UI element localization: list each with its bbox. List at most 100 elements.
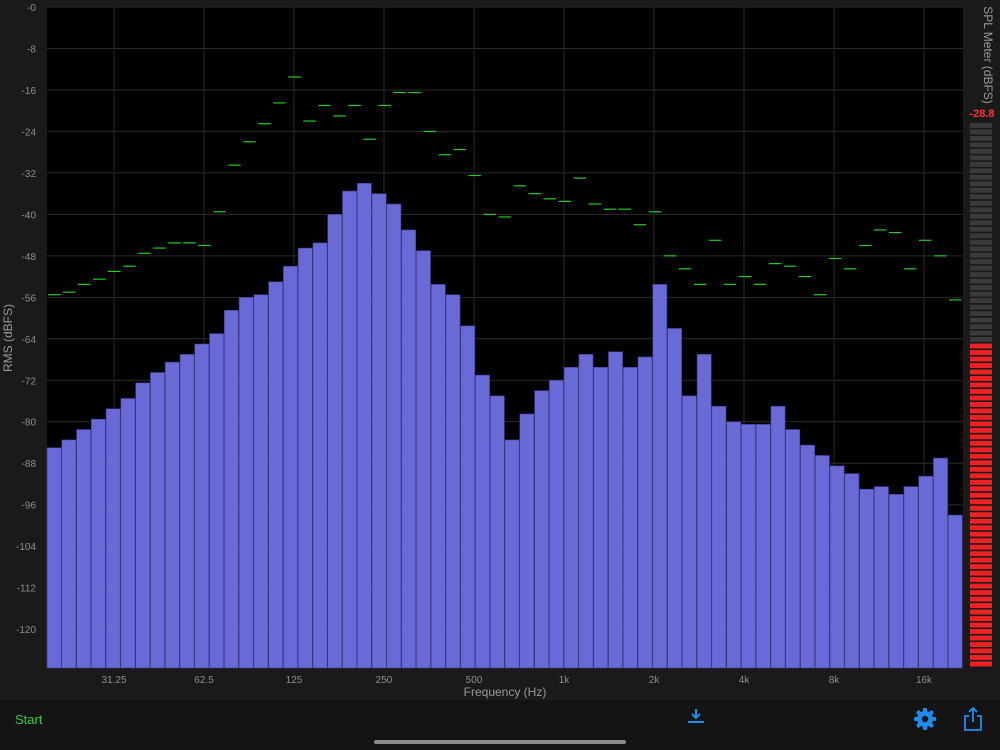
rms-bar xyxy=(652,284,668,669)
y-tick-label: -8 xyxy=(27,44,36,55)
spectrum-chart: -0 -8 -16 -24 -32 -40 -48 -56 -64 -72 -80 -88 -96 -10… xyxy=(1,3,995,699)
spl-meter-segment xyxy=(970,200,992,206)
rms-bar xyxy=(519,413,535,669)
rms-bar xyxy=(327,214,343,669)
rms-bar xyxy=(430,284,446,669)
y-tick-label: -96 xyxy=(22,501,37,512)
rms-bar xyxy=(283,265,298,669)
rms-bar xyxy=(460,325,476,669)
rms-bar xyxy=(874,486,889,669)
start-button[interactable]: Start xyxy=(15,712,43,727)
spl-meter-segment xyxy=(970,356,992,362)
spl-meter-segment xyxy=(970,414,992,420)
spl-meter-segment xyxy=(970,408,992,414)
rms-bar xyxy=(800,444,815,669)
spl-meter-segment xyxy=(970,194,992,200)
rms-bar xyxy=(194,343,210,669)
rms-bar xyxy=(637,356,653,669)
spl-meter-segment xyxy=(970,590,992,596)
spl-meter-segment xyxy=(970,239,992,245)
y-tick-label: -40 xyxy=(22,210,37,221)
spl-meter-segment xyxy=(970,479,992,485)
spl-meter-segment xyxy=(970,142,992,148)
spl-meter-segment xyxy=(970,655,992,660)
settings-button[interactable] xyxy=(912,706,938,732)
spl-meter: SPL Meter (dBFS) -28.8 xyxy=(969,6,995,667)
spl-meter-segment xyxy=(970,330,992,336)
y-tick-label: -24 xyxy=(22,127,37,138)
share-button[interactable] xyxy=(962,706,984,732)
rms-bar xyxy=(622,367,638,669)
rms-bar xyxy=(342,190,357,669)
x-tick-label: 62.5 xyxy=(194,675,214,686)
rms-bar xyxy=(859,488,875,669)
spl-meter-segment xyxy=(970,401,992,407)
spl-meter-segment xyxy=(970,291,992,297)
rms-bar xyxy=(578,354,594,669)
spl-meter-segment xyxy=(970,616,992,621)
spl-meter-segment xyxy=(970,421,992,427)
spl-meter-segment xyxy=(970,181,992,187)
rms-bar xyxy=(563,367,579,669)
rms-bar xyxy=(46,447,62,669)
spl-meter-segment xyxy=(970,389,992,394)
spl-meter-segment xyxy=(970,648,992,654)
x-tick-label: 4k xyxy=(739,675,751,686)
rms-bar xyxy=(844,473,860,669)
spl-meter-segment xyxy=(970,466,992,472)
rms-bar xyxy=(401,229,417,669)
rms-bar xyxy=(903,486,919,669)
spl-meter-segment xyxy=(970,363,992,368)
spl-meter-segment xyxy=(970,317,992,323)
spl-meter-segment xyxy=(970,246,992,252)
spl-meter-segment xyxy=(970,285,992,291)
spl-meter-segment xyxy=(970,492,992,498)
spl-meter-segment xyxy=(970,259,992,265)
spl-meter-segment xyxy=(970,168,992,174)
rms-bar xyxy=(918,475,934,669)
home-indicator xyxy=(374,740,626,744)
y-tick-label: -104 xyxy=(16,542,36,553)
y-tick-label: -120 xyxy=(16,625,36,636)
y-tick-label: -64 xyxy=(22,335,37,346)
spl-meter-segment xyxy=(970,453,992,459)
rms-bar xyxy=(814,455,830,669)
rms-bar xyxy=(209,333,224,669)
rms-bar xyxy=(386,203,402,669)
x-tick-label: 8k xyxy=(829,675,841,686)
spl-meter-segment xyxy=(970,161,992,167)
y-tick-label: -112 xyxy=(17,584,37,595)
spl-meter-segment xyxy=(970,635,992,641)
x-axis-ticks: 31.25 62.5 125 250 500 1k 2k 4k 8k 16k xyxy=(101,675,933,686)
rms-bar xyxy=(489,395,505,669)
y-tick-label: -32 xyxy=(22,169,37,180)
x-tick-label: 250 xyxy=(376,675,393,686)
rms-bar xyxy=(268,281,284,669)
download-button[interactable] xyxy=(686,706,706,726)
rms-bar xyxy=(947,514,963,669)
rms-bar xyxy=(667,328,682,669)
y-axis-ticks: -0 -8 -16 -24 -32 -40 -48 -56 -64 -72 -80 -88 -96 -10… xyxy=(16,3,36,636)
spl-meter-segment xyxy=(970,343,992,349)
spl-meter-segment xyxy=(970,220,992,226)
spl-meter-segment xyxy=(970,395,992,401)
spl-meter-segment xyxy=(970,518,992,524)
rms-bar xyxy=(534,390,550,669)
x-tick-label: 16k xyxy=(916,675,933,686)
spl-meter-segment xyxy=(970,272,992,278)
spl-meter-segment xyxy=(970,551,992,557)
y-axis-title: RMS (dBFS) xyxy=(1,304,15,372)
spl-meter-segment xyxy=(970,155,992,161)
spl-meter-segment xyxy=(970,311,992,317)
rms-bar xyxy=(549,379,564,669)
spl-meter-segments xyxy=(970,123,992,667)
spl-meter-segment xyxy=(970,629,992,634)
spl-meter-segment xyxy=(970,570,992,576)
spl-meter-segment xyxy=(970,369,992,375)
spl-meter-segment xyxy=(970,278,992,284)
y-tick-label: -48 xyxy=(22,252,37,263)
spl-meter-segment xyxy=(970,207,992,213)
spl-meter-segment xyxy=(970,473,992,479)
spl-meter-segment xyxy=(970,460,992,466)
spl-meter-segment xyxy=(970,123,992,128)
